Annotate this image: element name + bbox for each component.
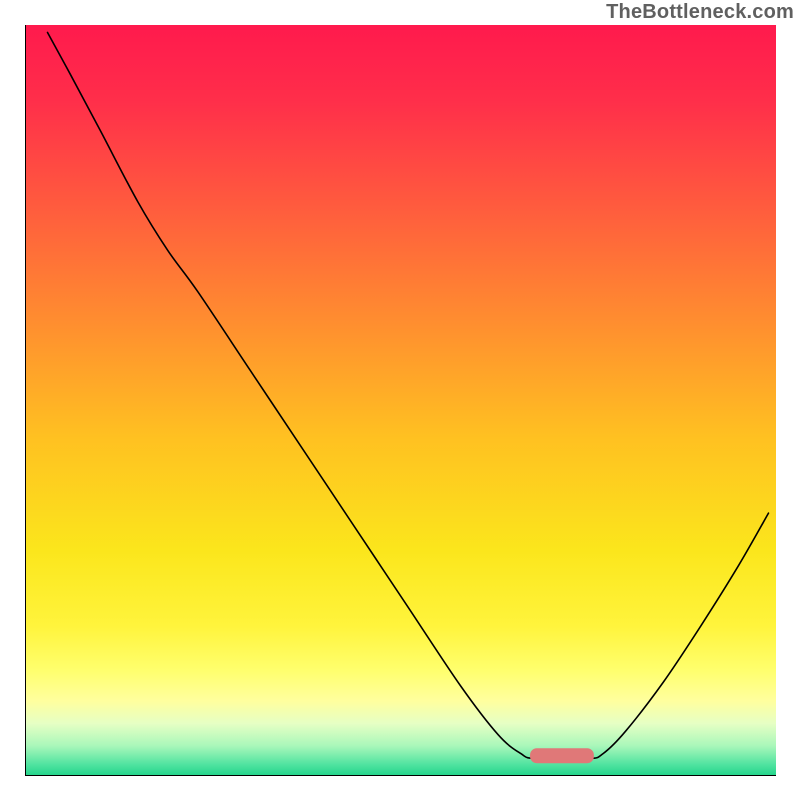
chart-frame: TheBottleneck.com — [0, 0, 800, 800]
watermark-text: TheBottleneck.com — [606, 0, 794, 24]
optimal-range-marker — [530, 748, 594, 763]
bottleneck-chart — [25, 25, 776, 776]
gradient-background — [25, 25, 776, 776]
